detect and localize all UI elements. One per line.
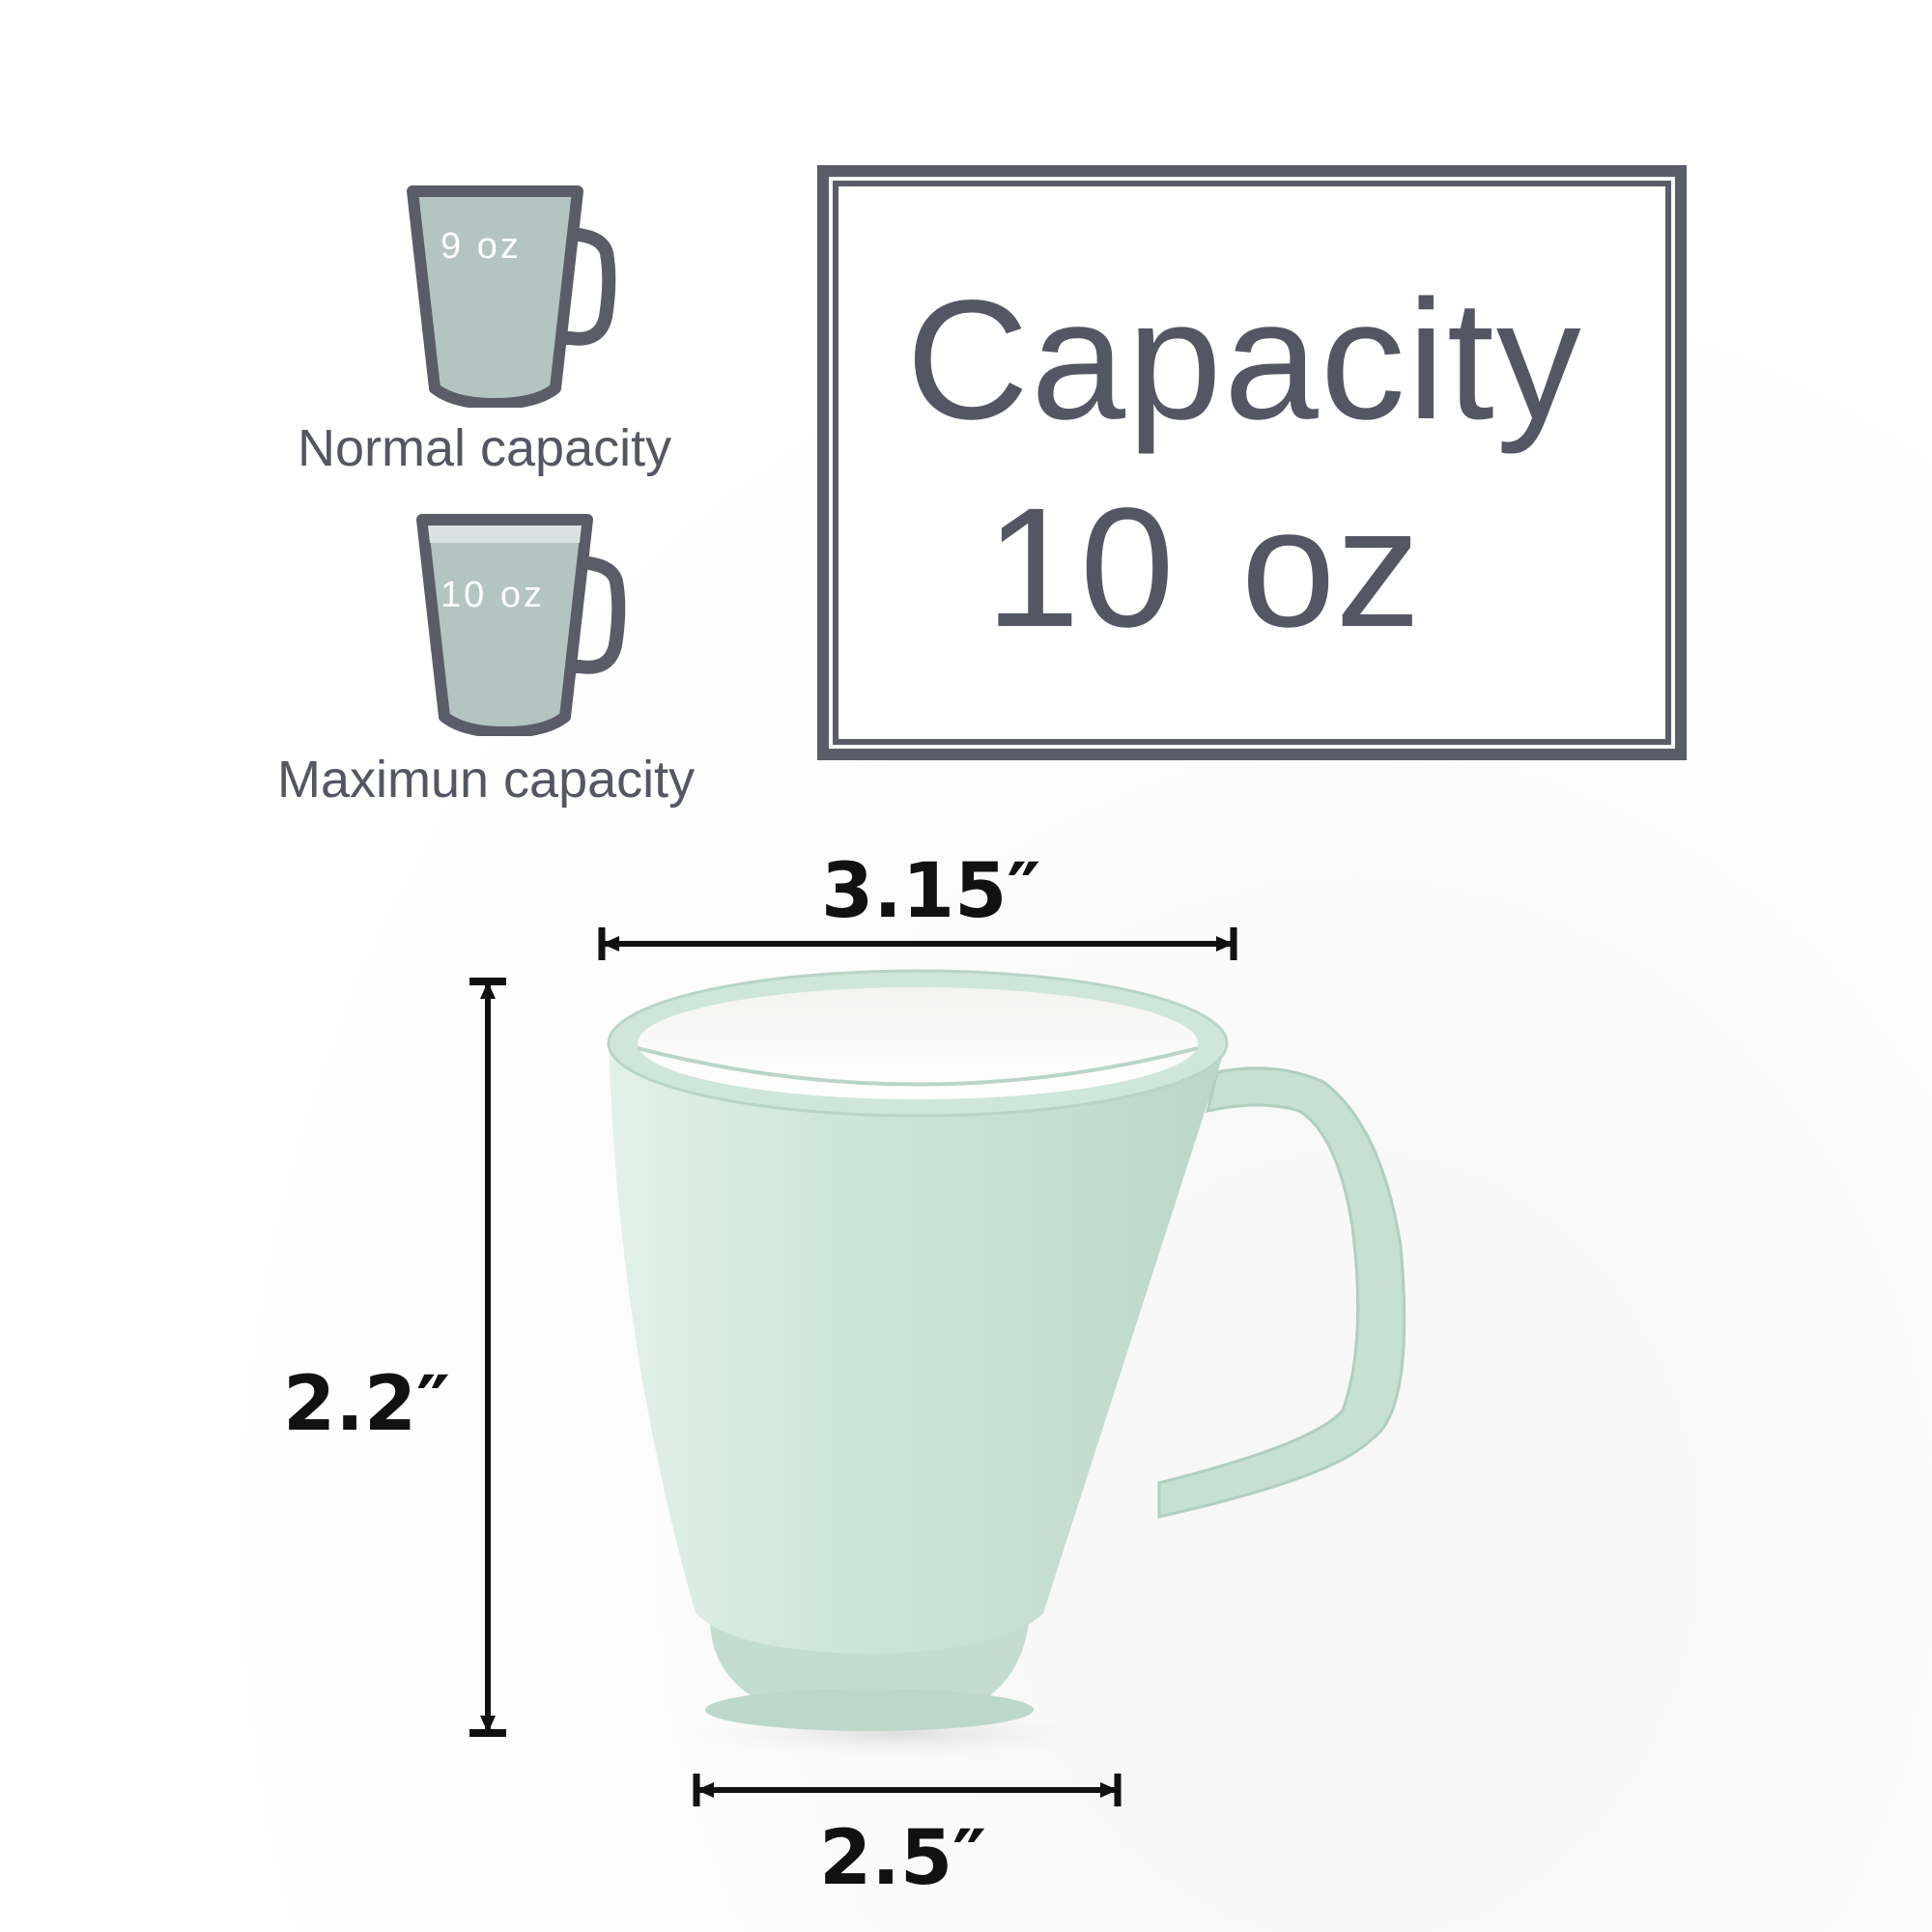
bottom-width-dimension-line (693, 1774, 1122, 1806)
normal-capacity-fill-label: 9 oz (440, 226, 522, 267)
height-dimension-line (469, 978, 506, 1737)
normal-capacity-mug-icon (401, 184, 623, 408)
capacity-title: Capacity (906, 266, 1583, 455)
maximum-capacity-caption: Maximun capacity (277, 751, 696, 809)
capacity-box (817, 165, 1687, 760)
top-width-dimension-line (598, 927, 1237, 960)
height-label: 2.2″ (283, 1361, 451, 1448)
maximum-capacity-fill-label: 10 oz (440, 575, 545, 615)
capacity-value: 10 oz (985, 473, 1421, 663)
top-width-label: 3.15″ (821, 848, 1041, 935)
maximum-capacity-mug-icon (411, 512, 633, 736)
normal-capacity-caption: Normal capacity (298, 419, 672, 477)
capacity-box-inner-border (833, 181, 1671, 745)
mug-photo (607, 969, 1406, 1763)
bottom-width-label: 2.5″ (819, 1815, 987, 1902)
